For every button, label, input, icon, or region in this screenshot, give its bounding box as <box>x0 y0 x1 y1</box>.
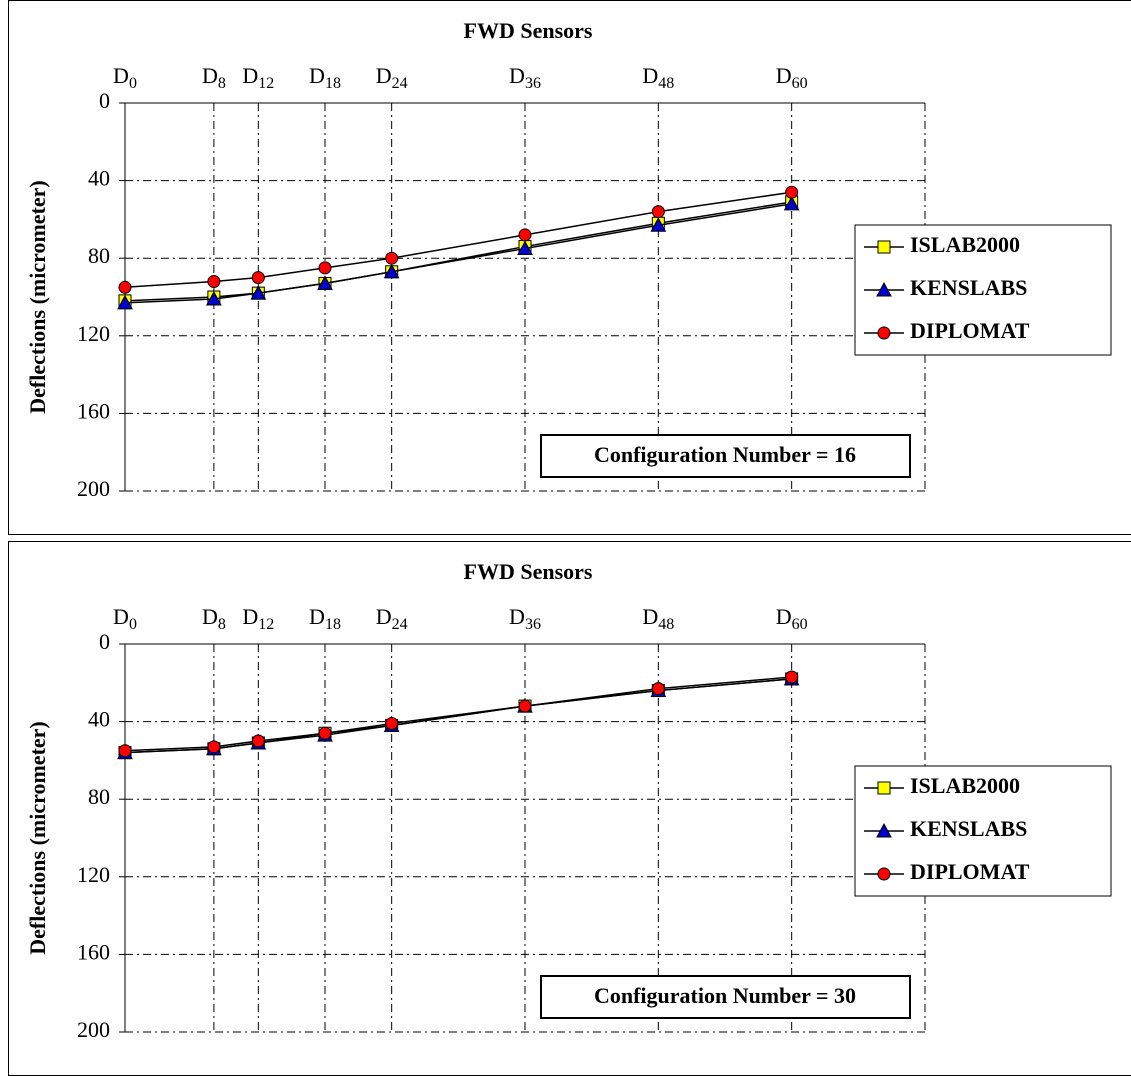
legend-label: ISLAB2000 <box>910 773 1020 798</box>
legend-label: KENSLABS <box>910 275 1027 300</box>
y-tick-label: 40 <box>88 707 110 732</box>
marker <box>118 744 132 758</box>
marker <box>877 326 891 340</box>
marker <box>517 240 533 255</box>
x-tick-label: D12 <box>242 63 274 92</box>
series-line <box>124 678 792 754</box>
chart-title: FWD Sensors <box>464 18 593 43</box>
legend-label: ISLAB2000 <box>910 232 1020 257</box>
y-tick-label: 120 <box>77 862 110 887</box>
marker <box>317 275 333 290</box>
x-tick-label: D48 <box>642 604 674 633</box>
y-tick-label: 80 <box>88 243 110 268</box>
legend-label: DIPLOMAT <box>910 318 1030 343</box>
marker <box>207 740 221 754</box>
y-tick-label: 160 <box>77 398 110 423</box>
x-tick-label: D8 <box>202 63 226 92</box>
marker <box>785 670 799 684</box>
x-tick-label: D36 <box>509 604 541 633</box>
marker <box>876 281 892 297</box>
marker <box>385 251 399 265</box>
series-line <box>124 203 792 304</box>
x-tick-label: D36 <box>509 63 541 92</box>
y-axis-label: Deflections (micrometer) <box>25 180 50 414</box>
x-tick-label: D60 <box>776 604 808 633</box>
marker <box>785 185 799 199</box>
annotation-box <box>540 975 911 1019</box>
marker <box>118 280 132 294</box>
marker <box>876 822 892 838</box>
marker <box>651 205 665 219</box>
x-tick-label: D60 <box>776 63 808 92</box>
y-axis-label: Deflections (micrometer) <box>25 721 50 955</box>
chart-panel: FWD Sensors Deflections (micrometer) 0 40 80… <box>8 541 1131 1076</box>
marker <box>251 734 265 748</box>
x-tick-label: D12 <box>242 604 274 633</box>
x-tick-label: D0 <box>113 604 137 633</box>
marker <box>318 726 332 740</box>
legend-label: KENSLABS <box>910 816 1027 841</box>
marker <box>877 781 891 795</box>
y-tick-label: 160 <box>77 939 110 964</box>
x-tick-label: D0 <box>113 63 137 92</box>
x-tick-label: D24 <box>376 604 408 633</box>
marker <box>650 217 667 232</box>
annotation: Configuration Number = 16 <box>594 442 856 467</box>
marker <box>206 290 222 306</box>
marker <box>518 699 532 713</box>
annotation: Configuration Number = 30 <box>594 983 856 1008</box>
x-tick-label: D18 <box>309 604 341 633</box>
y-tick-label: 200 <box>77 1017 110 1042</box>
y-tick-label: 200 <box>77 476 110 501</box>
marker <box>207 274 221 288</box>
marker <box>318 261 332 275</box>
chart-title: FWD Sensors <box>464 559 593 584</box>
marker <box>877 867 891 881</box>
x-tick-label: D48 <box>642 63 674 92</box>
marker <box>518 228 532 242</box>
y-tick-label: 80 <box>88 784 110 809</box>
x-tick-label: D18 <box>309 63 341 92</box>
series-line <box>124 191 792 289</box>
y-tick-label: 0 <box>99 88 110 113</box>
y-tick-label: 120 <box>77 321 110 346</box>
marker <box>783 195 800 211</box>
marker <box>383 263 400 279</box>
chart-panel: FWD Sensors Deflections (micrometer) 0 40 80… <box>8 0 1131 535</box>
marker <box>385 717 399 731</box>
marker <box>877 240 891 254</box>
marker <box>651 682 665 696</box>
y-tick-label: 0 <box>99 629 110 654</box>
legend-label: DIPLOMAT <box>910 859 1030 884</box>
marker <box>251 271 265 285</box>
marker <box>250 285 267 300</box>
marker <box>117 294 133 310</box>
series-line <box>124 676 792 752</box>
y-tick-label: 40 <box>88 166 110 191</box>
x-tick-label: D24 <box>376 63 408 92</box>
annotation-box <box>540 434 911 478</box>
x-tick-label: D8 <box>202 604 226 633</box>
